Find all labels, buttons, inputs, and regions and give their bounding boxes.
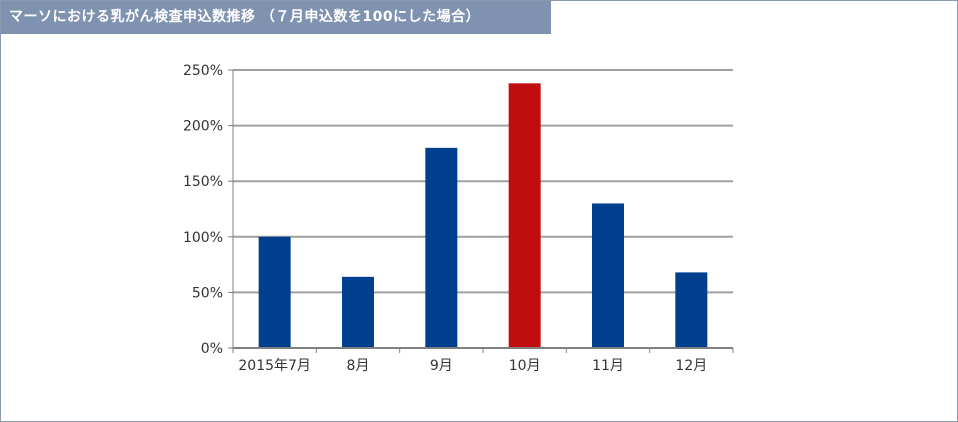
y-tick-label: 0%	[201, 341, 223, 357]
bar-1	[258, 236, 291, 348]
x-tick-label: 11月	[592, 358, 624, 374]
bar-4	[508, 83, 541, 349]
bar-2	[342, 276, 374, 348]
y-tick-label: 200%	[183, 119, 223, 135]
x-tick-label: 8月	[347, 358, 370, 374]
y-tick-label: 50%	[192, 285, 223, 301]
bar-6	[675, 272, 708, 348]
y-tick-label: 100%	[183, 230, 223, 246]
chart-title: マーソにおける乳がん検査申込数推移 （７月申込数を100にした場合）	[1, 1, 551, 34]
x-tick-label: 2015年7月	[238, 358, 311, 374]
bar-5	[592, 203, 624, 348]
bar-3	[425, 147, 458, 348]
x-tick-label: 9月	[430, 358, 453, 374]
y-tick-label: 250%	[183, 63, 223, 79]
y-tick-label: 150%	[183, 174, 223, 190]
x-tick-label: 12月	[675, 358, 707, 374]
x-tick-label: 10月	[509, 358, 541, 374]
